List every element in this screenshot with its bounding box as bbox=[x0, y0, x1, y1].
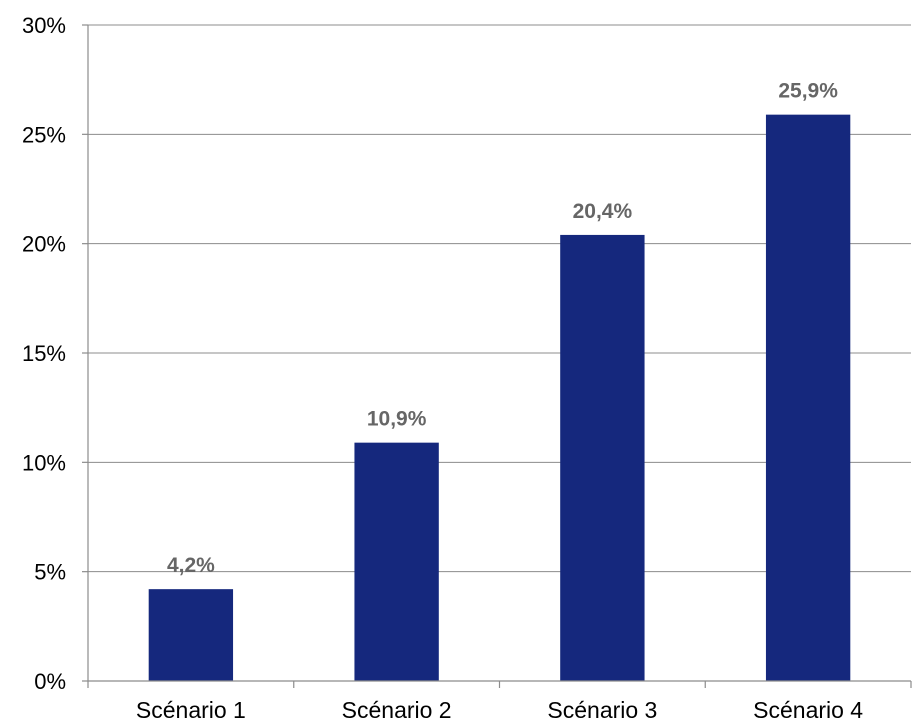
y-tick-label: 25% bbox=[22, 122, 66, 147]
bar-3 bbox=[560, 234, 645, 682]
data-label: 25,9% bbox=[778, 80, 838, 103]
x-tick-label: Scénario 2 bbox=[342, 697, 452, 723]
y-tick-label: 30% bbox=[22, 13, 66, 38]
x-tick-label: Scénario 4 bbox=[753, 697, 863, 723]
y-tick-label: 15% bbox=[22, 341, 66, 366]
axes bbox=[82, 24, 912, 688]
bar-2 bbox=[354, 442, 439, 681]
data-label: 10,9% bbox=[367, 408, 427, 431]
bar-4 bbox=[765, 114, 851, 682]
y-tick-label: 0% bbox=[34, 669, 66, 694]
data-label: 4,2% bbox=[167, 554, 215, 577]
labels: 0% 5% 10% 15% 20% 25% 30% 4,2% Scénario 1 10,9% Sc… bbox=[22, 13, 863, 723]
bars bbox=[148, 114, 851, 682]
bar-1 bbox=[148, 589, 234, 681]
y-tick-label: 5% bbox=[34, 560, 66, 585]
data-label: 20,4% bbox=[573, 200, 633, 223]
x-tick-label: Scénario 3 bbox=[547, 697, 657, 723]
y-tick-label: 20% bbox=[22, 232, 66, 257]
y-tick-label: 10% bbox=[22, 450, 66, 475]
x-tick-label: Scénario 1 bbox=[136, 697, 246, 723]
